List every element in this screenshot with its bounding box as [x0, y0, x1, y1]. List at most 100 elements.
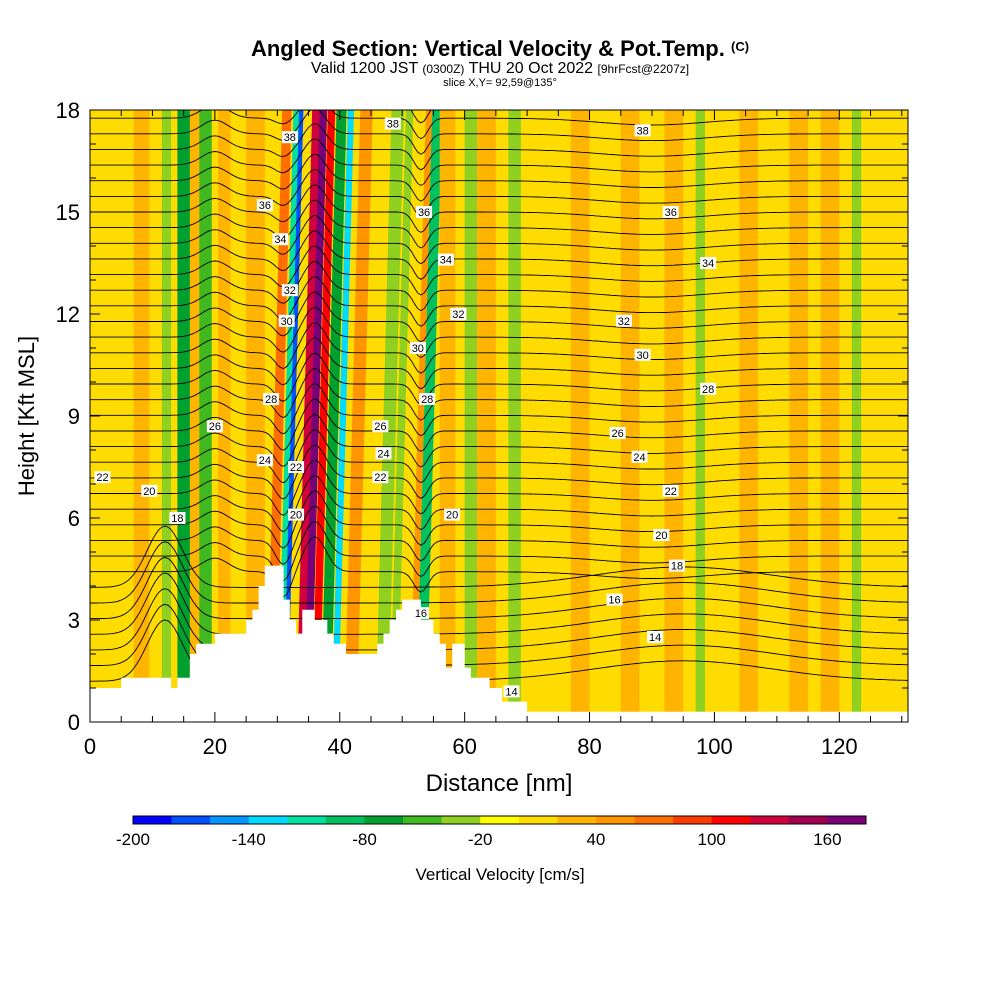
- theta-label-27: 22: [662, 484, 679, 498]
- theta-label-bg: [662, 206, 679, 218]
- theta-label-28: 20: [141, 484, 158, 498]
- colorbar-swatch: [827, 816, 867, 824]
- theta-contour-31: [90, 169, 908, 218]
- theta-label-8: 34: [700, 257, 717, 270]
- theta-contour-10: [90, 490, 908, 549]
- theta-label-text: 34: [274, 234, 286, 246]
- theta-contour-16: [90, 398, 908, 452]
- theta-label-9: 32: [281, 284, 298, 297]
- theta-label-text: 14: [649, 632, 661, 644]
- colorbar-tick-label: 100: [698, 830, 726, 849]
- theta-label-text: 38: [636, 125, 648, 137]
- theta-label-text: 14: [505, 686, 517, 698]
- theta-label-text: 32: [618, 316, 630, 328]
- valid-date: THU 20 Oct 2022: [468, 60, 594, 77]
- theta-label-3: 36: [256, 199, 273, 212]
- theta-label-31: 20: [653, 529, 670, 542]
- colorbar-swatch: [287, 816, 327, 824]
- x-tick-label: 60: [452, 734, 476, 759]
- y-axis-tick-labels: 0 3 6 9 12 15 18: [56, 98, 80, 735]
- theta-label-text: 20: [290, 510, 302, 522]
- colorbar-swatch: [325, 816, 365, 824]
- theta-label-text: 32: [452, 309, 464, 321]
- theta-label-bg: [437, 253, 454, 266]
- velocity-band-1: [161, 110, 172, 722]
- theta-label-bg: [288, 508, 305, 521]
- x-tick-label: 120: [821, 734, 858, 759]
- velocity-band-6: [246, 110, 265, 722]
- theta-label-bg: [444, 508, 461, 521]
- theta-label-1: 38: [634, 124, 651, 137]
- theta-contour-35: [90, 110, 908, 155]
- y-tick-label: 0: [68, 710, 80, 735]
- theta-label-text: 34: [702, 258, 714, 270]
- theta-label-bg: [416, 206, 433, 218]
- chart-subtitle: Valid 1200 JST (0300Z) THU 20 Oct 2022 […: [0, 60, 1000, 78]
- y-axis-label: Height [Kft MSL]: [14, 336, 39, 496]
- theta-label-text: 22: [665, 486, 677, 498]
- x-tick-label: 100: [696, 734, 733, 759]
- theta-label-text: 36: [418, 207, 430, 219]
- theta-label-text: 26: [374, 421, 386, 433]
- velocity-band-21: [464, 110, 478, 722]
- theta-contour-32: [90, 153, 908, 202]
- colorbar-swatch: [595, 816, 635, 824]
- theta-contour-27: [90, 230, 908, 280]
- theta-label-5: 36: [662, 206, 679, 219]
- colorbar: [132, 815, 867, 825]
- theta-contour-23: [90, 291, 908, 343]
- theta-contour-22: [90, 306, 908, 359]
- theta-label-text: 18: [171, 513, 183, 525]
- theta-label-22: 24: [375, 447, 392, 460]
- theta-label-bg: [412, 607, 429, 620]
- colorbar-swatch: [518, 816, 558, 824]
- theta-label-text: 30: [412, 343, 424, 355]
- velocity-band-9: [283, 110, 304, 722]
- theta-label-text: 30: [636, 350, 648, 362]
- theta-label-text: 38: [284, 132, 296, 144]
- theta-labels: 38 38 38 36 36 36 34 34 34 32 32 32 30 30 30 28 28 28 26 26…: [94, 117, 717, 698]
- theta-label-33: 18: [668, 559, 685, 573]
- theta-label-bg: [653, 529, 670, 541]
- theta-contour-36: [90, 110, 908, 140]
- theta-label-bg: [256, 454, 273, 467]
- theta-label-19: 26: [372, 420, 389, 433]
- theta-label-bg: [256, 199, 273, 212]
- colorbar-swatch: [248, 816, 288, 824]
- theta-contour-12: [90, 459, 908, 516]
- theta-contour-5: [90, 541, 908, 604]
- theta-label-bg: [631, 450, 648, 463]
- theta-label-29: 20: [288, 508, 305, 522]
- theta-contour-11: [90, 475, 908, 533]
- theta-label-bg: [141, 484, 158, 497]
- theta-label-bg: [503, 685, 520, 698]
- velocity-band-11: [303, 110, 328, 722]
- velocity-band-30: [820, 110, 840, 722]
- theta-label-text: 24: [259, 455, 271, 467]
- velocity-band-31: [851, 110, 862, 722]
- theta-label-text: 20: [446, 510, 458, 522]
- theta-label-bg: [409, 342, 426, 354]
- theta-label-text: 36: [259, 200, 271, 212]
- theta-contour-21: [90, 322, 908, 374]
- theta-contour-18: [90, 367, 908, 421]
- theta-label-bg: [372, 471, 389, 484]
- theta-label-bg: [375, 447, 392, 460]
- y-tick-label: 3: [68, 608, 80, 633]
- theta-label-text: 38: [387, 119, 399, 131]
- theta-contour-6: [90, 525, 908, 588]
- theta-label-text: 22: [374, 472, 386, 484]
- y-tick-label: 18: [56, 98, 80, 123]
- colorbar-swatch: [403, 816, 442, 824]
- theta-label-24: 22: [94, 471, 111, 484]
- velocity-band-14: [331, 110, 355, 722]
- colorbar-tick-label: 40: [586, 830, 605, 849]
- theta-label-bg: [281, 131, 298, 144]
- colorbar-swatch: [171, 816, 211, 824]
- colorbar-label: Vertical Velocity [cm/s]: [415, 865, 584, 884]
- y-tick-label: 12: [56, 302, 80, 327]
- theta-label-4: 36: [416, 206, 433, 219]
- theta-contour-30: [90, 184, 908, 233]
- theta-contour-17: [90, 383, 908, 437]
